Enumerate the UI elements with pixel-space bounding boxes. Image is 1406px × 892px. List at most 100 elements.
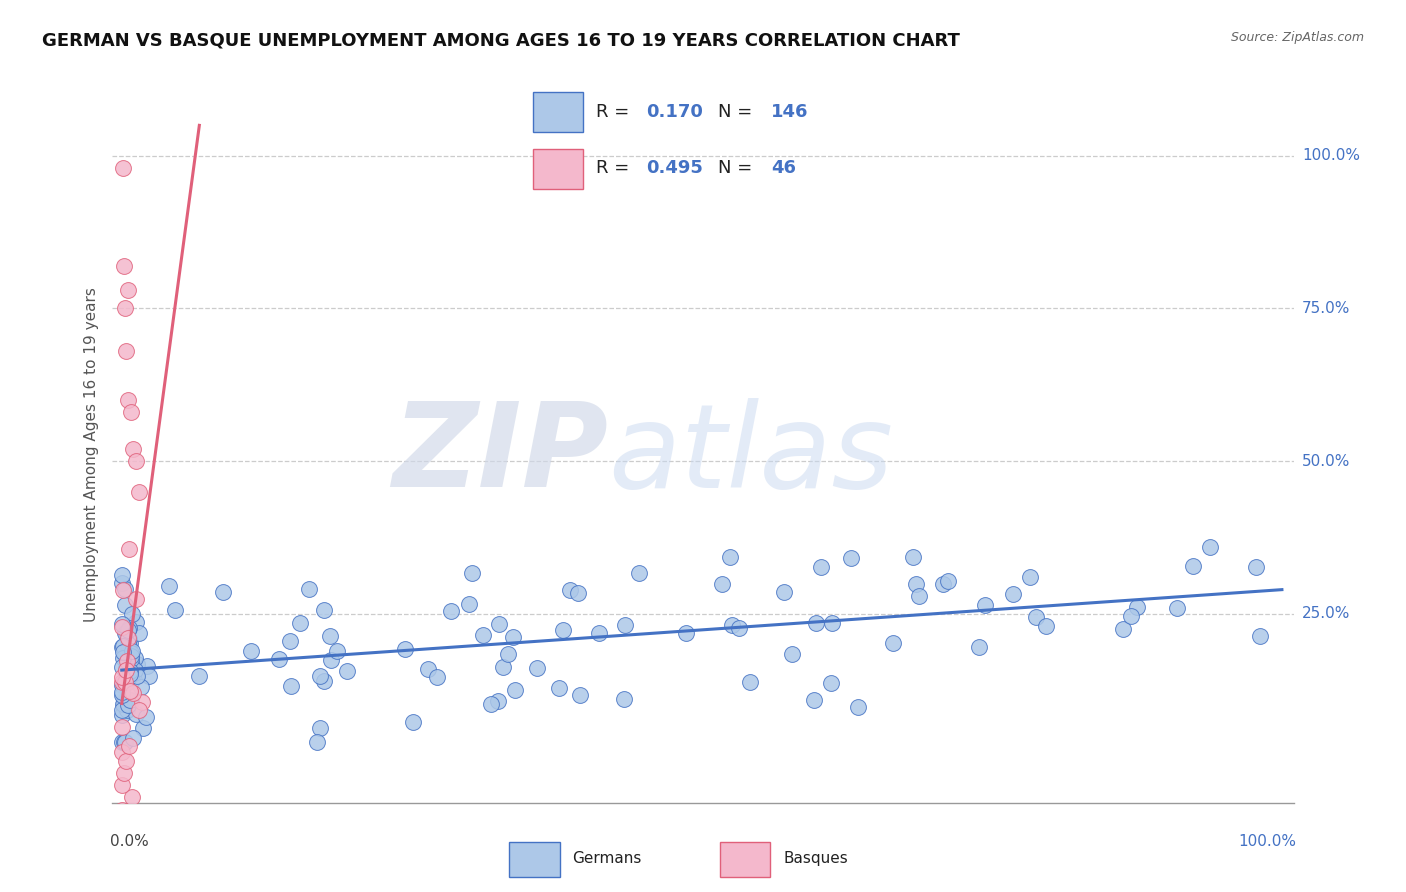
Point bbox=[114, 582, 136, 596]
Point bbox=[115, 654, 138, 668]
Point bbox=[125, 706, 148, 721]
Point bbox=[121, 644, 143, 658]
Point bbox=[117, 632, 139, 646]
Point bbox=[290, 615, 312, 630]
Point bbox=[111, 161, 134, 175]
Point bbox=[1035, 619, 1057, 633]
Text: GERMAN VS BASQUE UNEMPLOYMENT AMONG AGES 16 TO 19 YEARS CORRELATION CHART: GERMAN VS BASQUE UNEMPLOYMENT AMONG AGES… bbox=[42, 31, 960, 49]
Point bbox=[1199, 540, 1222, 554]
Text: Basques: Basques bbox=[783, 851, 848, 865]
Point bbox=[120, 657, 142, 671]
Point bbox=[416, 662, 439, 676]
Point bbox=[848, 700, 870, 714]
Point bbox=[120, 695, 142, 709]
Text: atlas: atlas bbox=[609, 398, 894, 512]
Point bbox=[111, 689, 134, 703]
Point bbox=[121, 789, 143, 804]
Point bbox=[111, 670, 134, 684]
Point bbox=[720, 618, 742, 632]
Point bbox=[112, 832, 135, 847]
Point bbox=[112, 832, 135, 847]
Point bbox=[212, 585, 235, 599]
Text: 25.0%: 25.0% bbox=[1302, 606, 1350, 621]
Point bbox=[120, 646, 142, 660]
Point bbox=[117, 667, 139, 681]
Point bbox=[974, 598, 997, 612]
Text: R =: R = bbox=[596, 103, 636, 120]
Point bbox=[280, 679, 302, 693]
Point bbox=[117, 392, 139, 407]
Point bbox=[111, 677, 134, 691]
Point bbox=[120, 664, 142, 678]
Point bbox=[806, 616, 828, 631]
Point bbox=[120, 405, 142, 419]
Point bbox=[124, 663, 146, 677]
Point bbox=[118, 541, 141, 556]
Point bbox=[115, 344, 138, 359]
Point bbox=[1166, 601, 1188, 615]
Point bbox=[117, 283, 139, 297]
Point bbox=[135, 658, 157, 673]
Point bbox=[115, 675, 138, 690]
Point bbox=[124, 663, 146, 677]
Point bbox=[111, 707, 134, 722]
Point bbox=[118, 693, 141, 707]
Point bbox=[120, 683, 142, 698]
Point bbox=[118, 621, 141, 635]
Text: ZIP: ZIP bbox=[392, 398, 609, 512]
Point bbox=[269, 652, 291, 666]
Point bbox=[821, 616, 844, 631]
Point bbox=[336, 665, 359, 679]
Point bbox=[114, 675, 136, 690]
Point bbox=[936, 574, 959, 588]
Text: 0.170: 0.170 bbox=[645, 103, 703, 120]
Point bbox=[120, 652, 142, 666]
Point bbox=[112, 650, 135, 665]
Point bbox=[882, 636, 904, 650]
Point bbox=[111, 685, 134, 699]
Point bbox=[440, 603, 463, 617]
Point bbox=[187, 669, 209, 683]
Point bbox=[309, 668, 332, 682]
Point bbox=[118, 632, 141, 646]
Point bbox=[111, 832, 134, 847]
Point bbox=[112, 765, 135, 780]
Point bbox=[115, 669, 138, 683]
Point bbox=[613, 691, 636, 706]
Text: Source: ZipAtlas.com: Source: ZipAtlas.com bbox=[1230, 31, 1364, 45]
Point bbox=[118, 697, 141, 711]
Text: 75.0%: 75.0% bbox=[1302, 301, 1350, 316]
Point bbox=[111, 703, 134, 717]
Point bbox=[710, 577, 733, 591]
Point bbox=[280, 633, 302, 648]
Point bbox=[305, 735, 328, 749]
Point bbox=[115, 648, 138, 662]
Point bbox=[614, 618, 637, 632]
Point bbox=[904, 577, 927, 591]
Point bbox=[111, 806, 134, 821]
Point bbox=[117, 624, 139, 638]
Point bbox=[675, 626, 697, 640]
Point bbox=[111, 575, 134, 590]
Point bbox=[526, 661, 548, 675]
Text: R =: R = bbox=[596, 159, 636, 178]
Point bbox=[111, 778, 134, 792]
Point bbox=[839, 551, 862, 566]
Point bbox=[118, 739, 141, 753]
Point bbox=[1112, 622, 1135, 636]
Text: 100.0%: 100.0% bbox=[1237, 834, 1296, 849]
Point bbox=[118, 672, 141, 686]
Point bbox=[111, 832, 134, 847]
Point bbox=[118, 667, 141, 681]
Point bbox=[138, 669, 160, 683]
Text: 0.495: 0.495 bbox=[645, 159, 703, 178]
Point bbox=[547, 681, 569, 695]
Point bbox=[122, 686, 145, 700]
Point bbox=[503, 683, 526, 698]
Point bbox=[111, 832, 134, 847]
Point bbox=[115, 703, 138, 717]
Point bbox=[124, 592, 146, 607]
Point bbox=[129, 680, 152, 694]
Point bbox=[908, 589, 931, 603]
Point bbox=[112, 677, 135, 691]
